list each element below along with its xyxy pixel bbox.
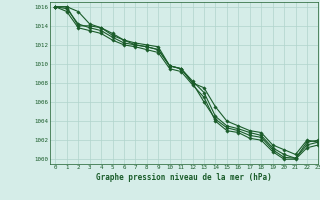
X-axis label: Graphe pression niveau de la mer (hPa): Graphe pression niveau de la mer (hPa) (96, 173, 272, 182)
